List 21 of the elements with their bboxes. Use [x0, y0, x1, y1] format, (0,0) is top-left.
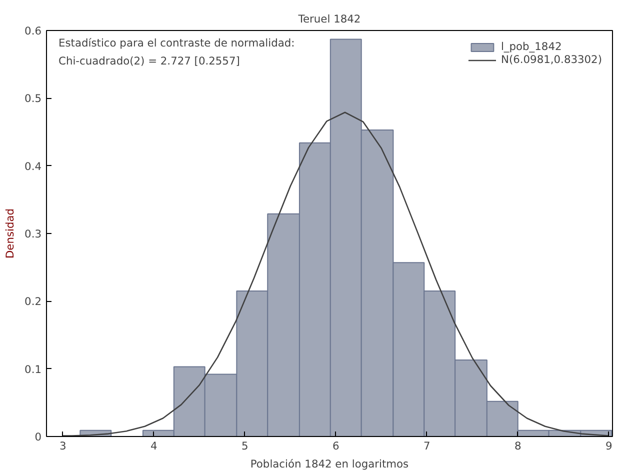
y-tick-label: 0.3	[24, 228, 42, 240]
y-tick-label: 0	[34, 430, 42, 444]
x-tick-label: 5	[241, 440, 248, 452]
legend-label: N(6.0981,0.83302)	[500, 53, 602, 66]
y-tick-label: 0.6	[24, 24, 42, 38]
y-axis-title: Densidad	[4, 208, 17, 259]
y-tick-label: 0.4	[24, 160, 42, 173]
y-tick-label: 0.5	[24, 92, 42, 106]
x-tick-label: 6	[332, 440, 340, 452]
x-tick-label: 7	[423, 440, 430, 452]
chart-title: Teruel 1842	[297, 12, 361, 26]
y-tick-label: 0.2	[24, 295, 42, 308]
x-tick-label: 3	[59, 440, 66, 452]
x-tick-label: 8	[514, 440, 522, 452]
x-tick-label: 4	[150, 440, 158, 452]
legend-label: l_pob_1842	[500, 40, 562, 53]
annotation: Estadístico para el contraste de normalidad:	[58, 36, 295, 50]
x-tick-label: 9	[605, 440, 612, 452]
x-axis-title: Población 1842 en logaritmos	[250, 458, 410, 470]
y-tick-label: 0.1	[24, 362, 42, 376]
annotation: Chi-cuadrado(2) = 2.727 [0.2557]	[58, 54, 240, 68]
